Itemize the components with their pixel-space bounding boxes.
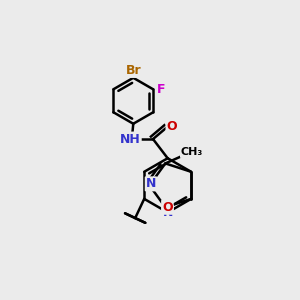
Text: CH₃: CH₃	[181, 147, 203, 157]
Text: N: N	[163, 206, 173, 219]
Text: O: O	[162, 201, 173, 214]
Text: N: N	[146, 177, 156, 190]
Text: NH: NH	[120, 133, 141, 146]
Text: F: F	[157, 83, 165, 96]
Text: Br: Br	[125, 64, 141, 77]
Text: O: O	[167, 120, 177, 133]
